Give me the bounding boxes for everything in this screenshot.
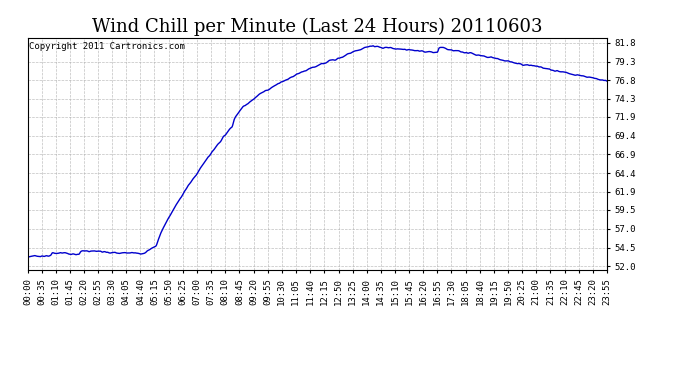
Title: Wind Chill per Minute (Last 24 Hours) 20110603: Wind Chill per Minute (Last 24 Hours) 20… — [92, 18, 542, 36]
Text: Copyright 2011 Cartronics.com: Copyright 2011 Cartronics.com — [29, 42, 185, 51]
